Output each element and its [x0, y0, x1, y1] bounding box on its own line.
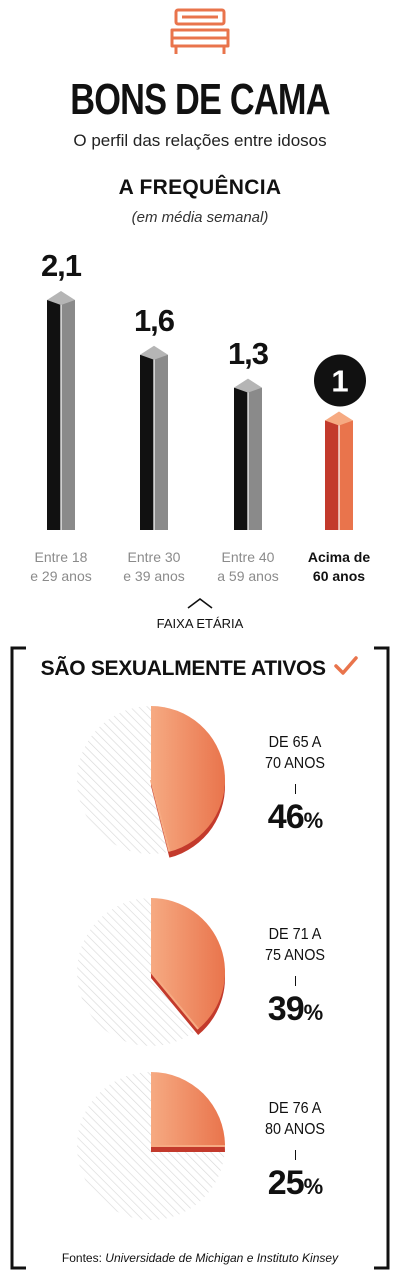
- pie-slice-edge: [150, 971, 199, 1030]
- pie-percentage: 25%: [240, 1164, 350, 1206]
- page-title: BONS DE CAMA: [70, 75, 330, 124]
- bar-cap: [140, 345, 168, 360]
- pie-label-tick: [295, 1150, 296, 1160]
- source-prefix: Fontes:: [61, 1251, 106, 1265]
- frequency-note: (em média semanal): [131, 209, 269, 226]
- bar-side: [61, 300, 75, 530]
- source-note: Fontes: Universidade de Michigan e Insti…: [0, 1250, 400, 1266]
- active-heading: SÃO SEXUALMENTE ATIVOS: [0, 655, 400, 683]
- bed-icon: [170, 8, 230, 54]
- bar: [234, 378, 262, 530]
- pie-percentage-value: 39: [267, 990, 305, 1028]
- bar-value: 2,1: [40, 248, 82, 283]
- bar-value: 1: [331, 363, 348, 398]
- bar: [325, 411, 353, 530]
- bar-category-label: Entre 18 e 29 anos: [15, 548, 107, 586]
- pie-percentage-sign: %: [303, 808, 324, 833]
- bar-category-line: Acima de: [307, 549, 371, 565]
- pie-group-label-line: 70 ANOS: [264, 755, 326, 772]
- bar-category-line: a 59 anos: [217, 568, 279, 584]
- bar-side: [339, 420, 353, 530]
- bar-category-line: Entre 30: [127, 549, 181, 565]
- page-subtitle: O perfil das relações entre idosos: [73, 131, 327, 150]
- bar-value: 1,3: [227, 335, 269, 371]
- pie-chart: [77, 1072, 225, 1220]
- bar: [140, 345, 168, 530]
- pie-group-label-line: DE 76 A: [268, 1100, 322, 1117]
- bar-category-line: e 39 anos: [123, 568, 185, 584]
- bar-front: [234, 387, 248, 530]
- axis-label: FAIXA ETÁRIA: [156, 616, 244, 631]
- pie-percentage-sign: %: [303, 1174, 324, 1199]
- pie-percentage-sign: %: [303, 1000, 324, 1025]
- pie-group-label: DE 76 A 80 ANOS: [246, 1098, 345, 1140]
- pie-percentage-value: 46: [267, 798, 305, 836]
- bar-side: [154, 354, 168, 530]
- pie-group-label-line: 80 ANOS: [264, 1121, 326, 1138]
- pie-percentage: 39%: [240, 990, 350, 1032]
- pie-chart: [77, 706, 225, 858]
- bar-category-label: Acima de 60 anos: [293, 548, 385, 586]
- bar-front: [325, 420, 339, 530]
- section-bracket: [10, 646, 390, 1270]
- bar-side: [248, 387, 262, 530]
- source-text: Universidade de Michigan e Instituto Kin…: [105, 1251, 339, 1265]
- pie-chart: [77, 898, 225, 1046]
- pie-group-label-line: 75 ANOS: [264, 947, 326, 964]
- pie-group-label-line: DE 65 A: [268, 734, 322, 751]
- active-heading-text: SÃO SEXUALMENTE ATIVOS: [40, 657, 326, 680]
- pie-group-label-line: DE 71 A: [268, 926, 322, 943]
- pie-slice: [151, 1072, 225, 1146]
- pie-group-label: DE 71 A 75 ANOS: [246, 924, 345, 966]
- bar-cap: [234, 378, 262, 393]
- chevron-up-icon: [187, 598, 213, 609]
- pie-percentage: 46%: [240, 798, 350, 840]
- bar: [47, 291, 75, 530]
- frequency-bar-chart: 1: [47, 291, 366, 530]
- bar-category-line: Entre 18: [34, 549, 88, 565]
- pie-label-tick: [295, 784, 296, 794]
- bar-front: [140, 354, 154, 530]
- bar-category-label: Entre 40 a 59 anos: [202, 548, 294, 586]
- bar-category-line: 60 anos: [312, 568, 366, 584]
- bar-front: [47, 300, 61, 530]
- bar-cap: [325, 411, 353, 426]
- pie-slice: [151, 706, 225, 852]
- pie-slice: [151, 898, 225, 1030]
- pie-label-tick: [295, 976, 296, 986]
- bar-category-line: e 29 anos: [30, 568, 92, 584]
- pie-group-label: DE 65 A 70 ANOS: [246, 732, 345, 774]
- bar-cap: [47, 291, 75, 305]
- pie-slice-edge: [150, 779, 171, 852]
- bar-category-label: Entre 30 e 39 anos: [108, 548, 200, 586]
- pie-percentage-value: 25: [267, 1164, 305, 1202]
- check-icon: [334, 656, 359, 675]
- frequency-heading: A FREQUÊNCIA: [118, 176, 282, 199]
- bar-category-line: Entre 40: [221, 549, 275, 565]
- value-badge: [314, 354, 366, 407]
- bar-value: 1,6: [133, 302, 175, 338]
